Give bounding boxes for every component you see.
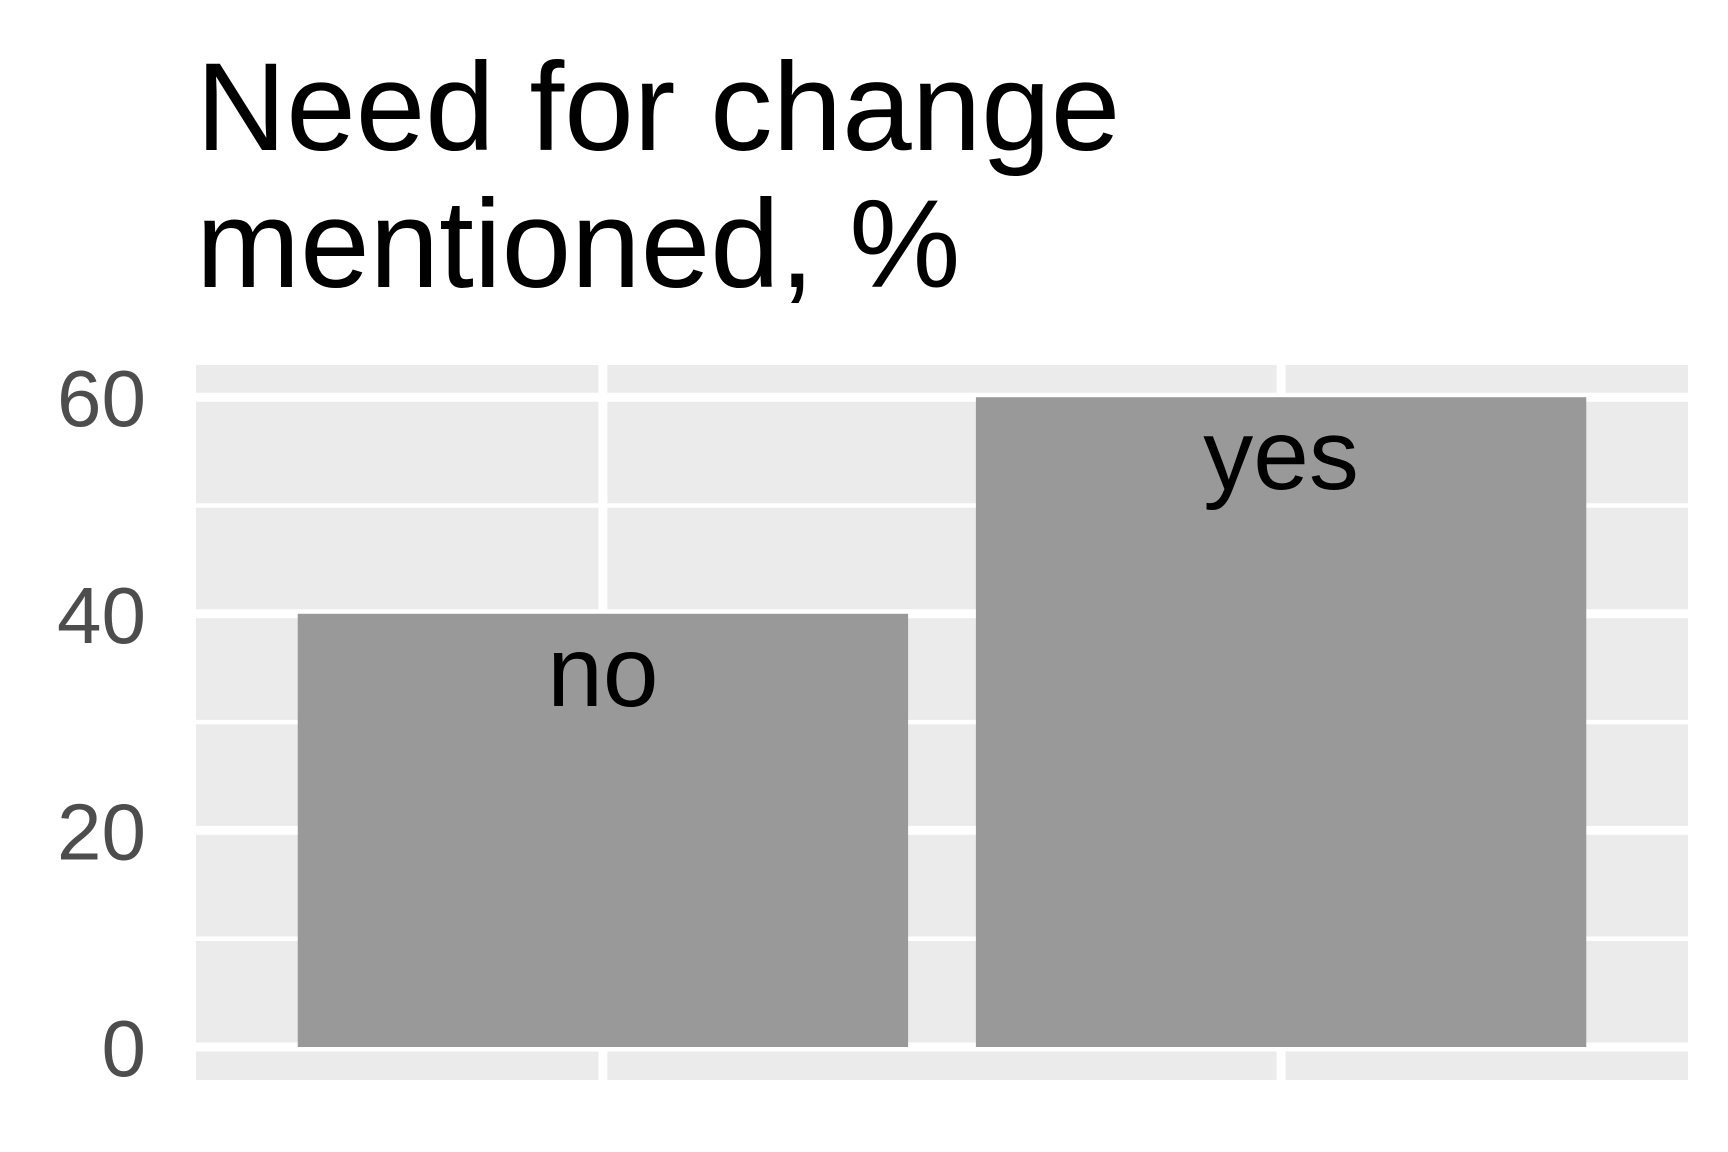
y-axis-tick-labels: 0 20 40 60 [57, 354, 146, 1093]
bar-label-yes: yes [1203, 399, 1359, 511]
y-tick-label: 40 [57, 571, 146, 660]
bar-labels: no yes [547, 399, 1359, 728]
chart-title-line-2: mentioned, % [196, 175, 960, 314]
bar-yes [975, 397, 1587, 1047]
bar-label-no: no [547, 616, 658, 728]
y-tick-label: 20 [57, 787, 146, 876]
y-tick-label: 60 [57, 354, 146, 443]
y-tick-label: 0 [102, 1004, 147, 1093]
chart-title-line-1: Need for change [196, 38, 1120, 177]
bars [297, 397, 1587, 1047]
bar-no [297, 613, 909, 1047]
